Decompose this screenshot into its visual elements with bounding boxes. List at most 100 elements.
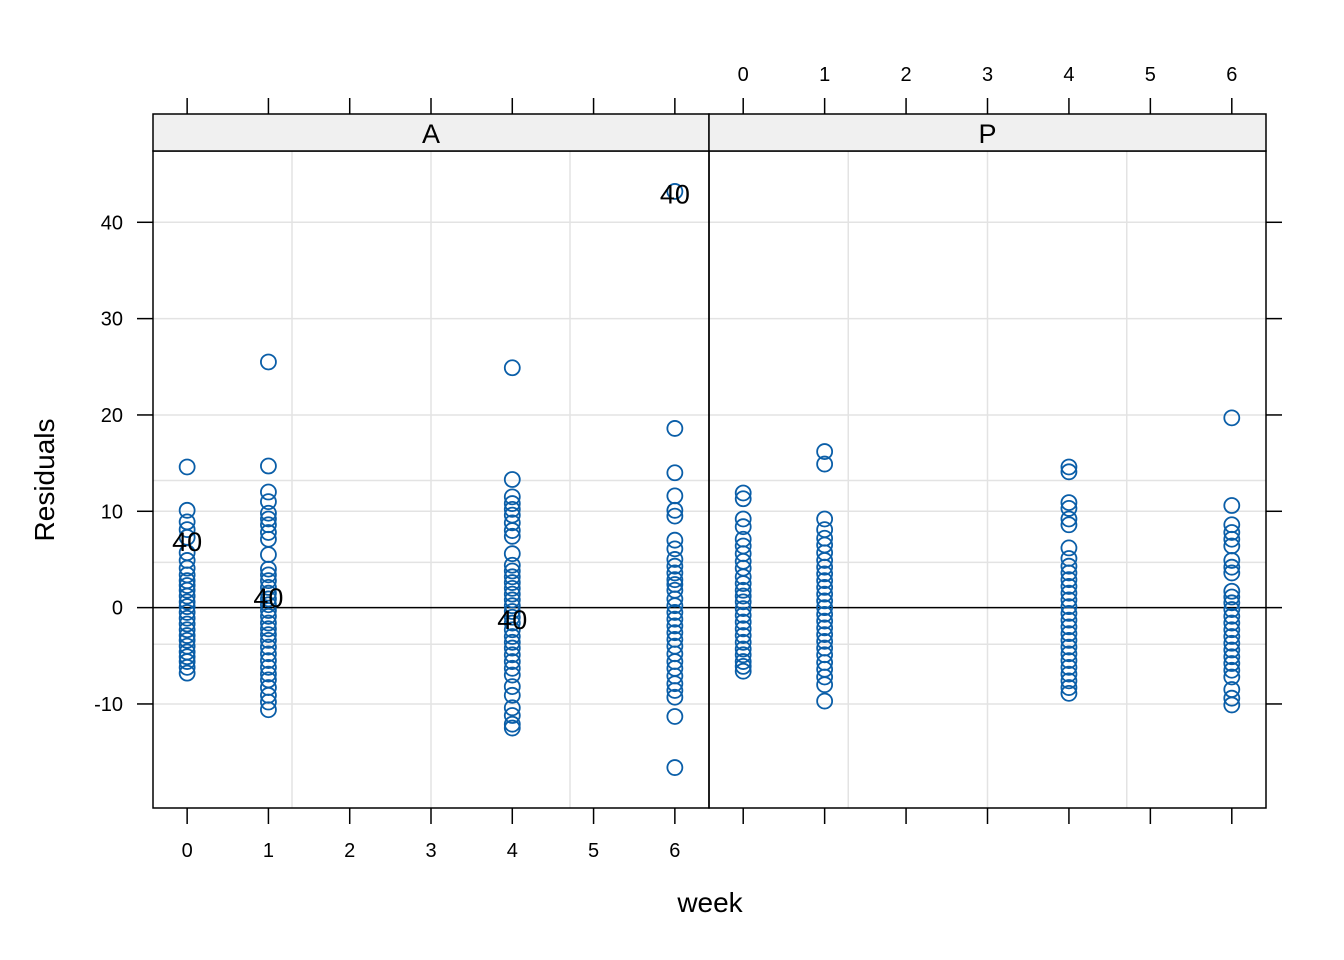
- panel-a-residual-point: [503, 597, 521, 615]
- panel-p-grid: [709, 151, 1266, 808]
- panel-p-residual-point: [816, 619, 834, 637]
- panel-p-residual-point: [734, 600, 752, 617]
- panel-p-residual-point: [1060, 516, 1078, 534]
- panel-p-residual-point: [1060, 557, 1078, 575]
- panel-p-residual-point: [1060, 571, 1078, 589]
- panel-a-residual-point: [503, 488, 521, 506]
- panel-a-residual-point: [666, 610, 684, 628]
- panel-p-residual-point: [816, 676, 834, 694]
- panel-a-residual-point: [260, 584, 277, 602]
- panel-a-residual-point: [178, 598, 196, 616]
- axes: 0 1 2 3 4 5 6 0 1 2 3 4 5 6 -10 0 10 20 30 40: [94, 64, 1282, 862]
- panel-a-residual-point: [260, 493, 277, 511]
- panel-a-x-tick-label: 0: [182, 840, 193, 862]
- panel-a-residual-point: [503, 646, 521, 664]
- panel-a-x-tick-label: 5: [588, 840, 599, 862]
- panel-a-residual-point: [503, 633, 521, 651]
- panel-a-residual-point: [260, 590, 277, 608]
- outlier-labels: 40 40 40 40: [172, 179, 690, 635]
- panel-a-residual-point: [503, 556, 521, 574]
- panel-p-x-tick-label: 4: [1063, 64, 1074, 86]
- panel-a-residual-point: [178, 621, 196, 639]
- panel-a-residual-point: [666, 590, 684, 608]
- panel-p-residual-point: [1060, 458, 1078, 476]
- panel-a-residual-point: [260, 626, 277, 643]
- panel-a-residual-point: [666, 688, 684, 706]
- panel-p-residual-point: [1060, 625, 1078, 643]
- panel-p-x-tick-label: 5: [1145, 64, 1156, 86]
- panel-p-residual-point: [816, 565, 834, 583]
- panel-p-residual-point: [816, 552, 834, 569]
- panel-frames: [152, 150, 1267, 809]
- x-axis-title: week: [676, 887, 743, 918]
- panel-p-residual-point: [734, 484, 752, 502]
- panel-a-residual-point: [666, 420, 684, 437]
- y-axis-title: Residuals: [29, 419, 60, 542]
- panel-p-residual-point: [1060, 539, 1078, 557]
- panel-a-residual-point: [503, 621, 521, 639]
- panel-a-residual-point: [666, 501, 684, 519]
- panel-p-residual-point: [1060, 652, 1078, 670]
- residual-points: [178, 183, 1241, 776]
- panel-a-residual-point: [260, 457, 277, 475]
- panel-a-residual-point: [666, 624, 684, 642]
- panel-a-residual-point: [260, 614, 277, 632]
- panel-a-residual-point: [260, 652, 277, 670]
- panel-p-residual-point: [734, 662, 752, 680]
- panel-a-x-tick-label: 3: [425, 840, 436, 862]
- panel-a-residual-point: [178, 581, 196, 599]
- panel-a-residual-point: [503, 591, 521, 609]
- panel-p-residual-point: [1223, 601, 1241, 618]
- panel-p-residual-point: [816, 605, 834, 623]
- panel-a-residual-point: [178, 609, 196, 627]
- panel-a-residual-point: [178, 627, 196, 644]
- panel-a-residual-point: [666, 675, 684, 693]
- panel-a-residual-point: [503, 585, 521, 603]
- panel-p-residual-point: [1223, 668, 1241, 686]
- panel-a-x-tick-label: 2: [344, 840, 355, 862]
- panel-p-residual-point: [734, 653, 752, 670]
- panel-a-residual-point: [260, 353, 277, 371]
- panel-a-residual-point: [260, 693, 277, 711]
- panel-a-residual-point: [503, 514, 521, 532]
- panel-a-residual-point: [666, 487, 684, 505]
- panel-p-residual-point: [1223, 648, 1241, 666]
- panel-p-residual-point: [1060, 658, 1078, 676]
- panel-p-residual-point: [1060, 638, 1078, 656]
- panel-a-residual-point: [260, 578, 277, 596]
- panel-a-residual-point: [503, 545, 521, 563]
- panel-a-residual-point: [503, 500, 521, 518]
- panel-p-residual-point: [1223, 621, 1241, 639]
- panel-p-residual-point: [1223, 497, 1241, 514]
- panel-p-residual-point: [734, 640, 752, 658]
- panel-p-residual-point: [734, 633, 752, 651]
- panel-a-residual-point: [503, 522, 521, 539]
- panel-p-residual-point: [1223, 409, 1241, 427]
- panel-p-residual-point: [1060, 500, 1078, 517]
- panel-a-residual-point: [666, 183, 684, 200]
- panel-a-residual-point: [666, 759, 684, 776]
- panel-a-residual-point: [178, 648, 196, 666]
- panel-p-residual-point: [734, 657, 752, 675]
- panel-a-residual-point: [260, 645, 277, 663]
- panel-p-residual-point: [1060, 605, 1078, 622]
- panel-p-residual-point: [734, 587, 752, 605]
- panel-a-residual-point: [503, 628, 521, 645]
- panel-p-residual-point: [1223, 588, 1241, 606]
- panel-a-residual-point: [260, 504, 277, 522]
- panel-a-residual-point: [503, 608, 521, 626]
- panel-a-residual-point: [178, 653, 196, 670]
- panel-a-residual-point: [503, 579, 521, 597]
- panel-p-residual-point: [734, 581, 752, 599]
- panel-a-outlier-label: 40: [253, 583, 283, 613]
- panel-a-residual-point: [260, 510, 277, 528]
- panel-a-residual-point: [666, 617, 684, 635]
- panel-a-residual-point: [503, 471, 521, 488]
- panel-p-residual-point: [1060, 584, 1078, 602]
- panel-a-residual-point: [260, 620, 277, 638]
- y-tick-label: 20: [101, 405, 123, 427]
- panel-a-residual-point: [260, 607, 277, 625]
- panel-a-residual-point: [666, 597, 684, 615]
- panel-p-residual-point: [1060, 598, 1078, 616]
